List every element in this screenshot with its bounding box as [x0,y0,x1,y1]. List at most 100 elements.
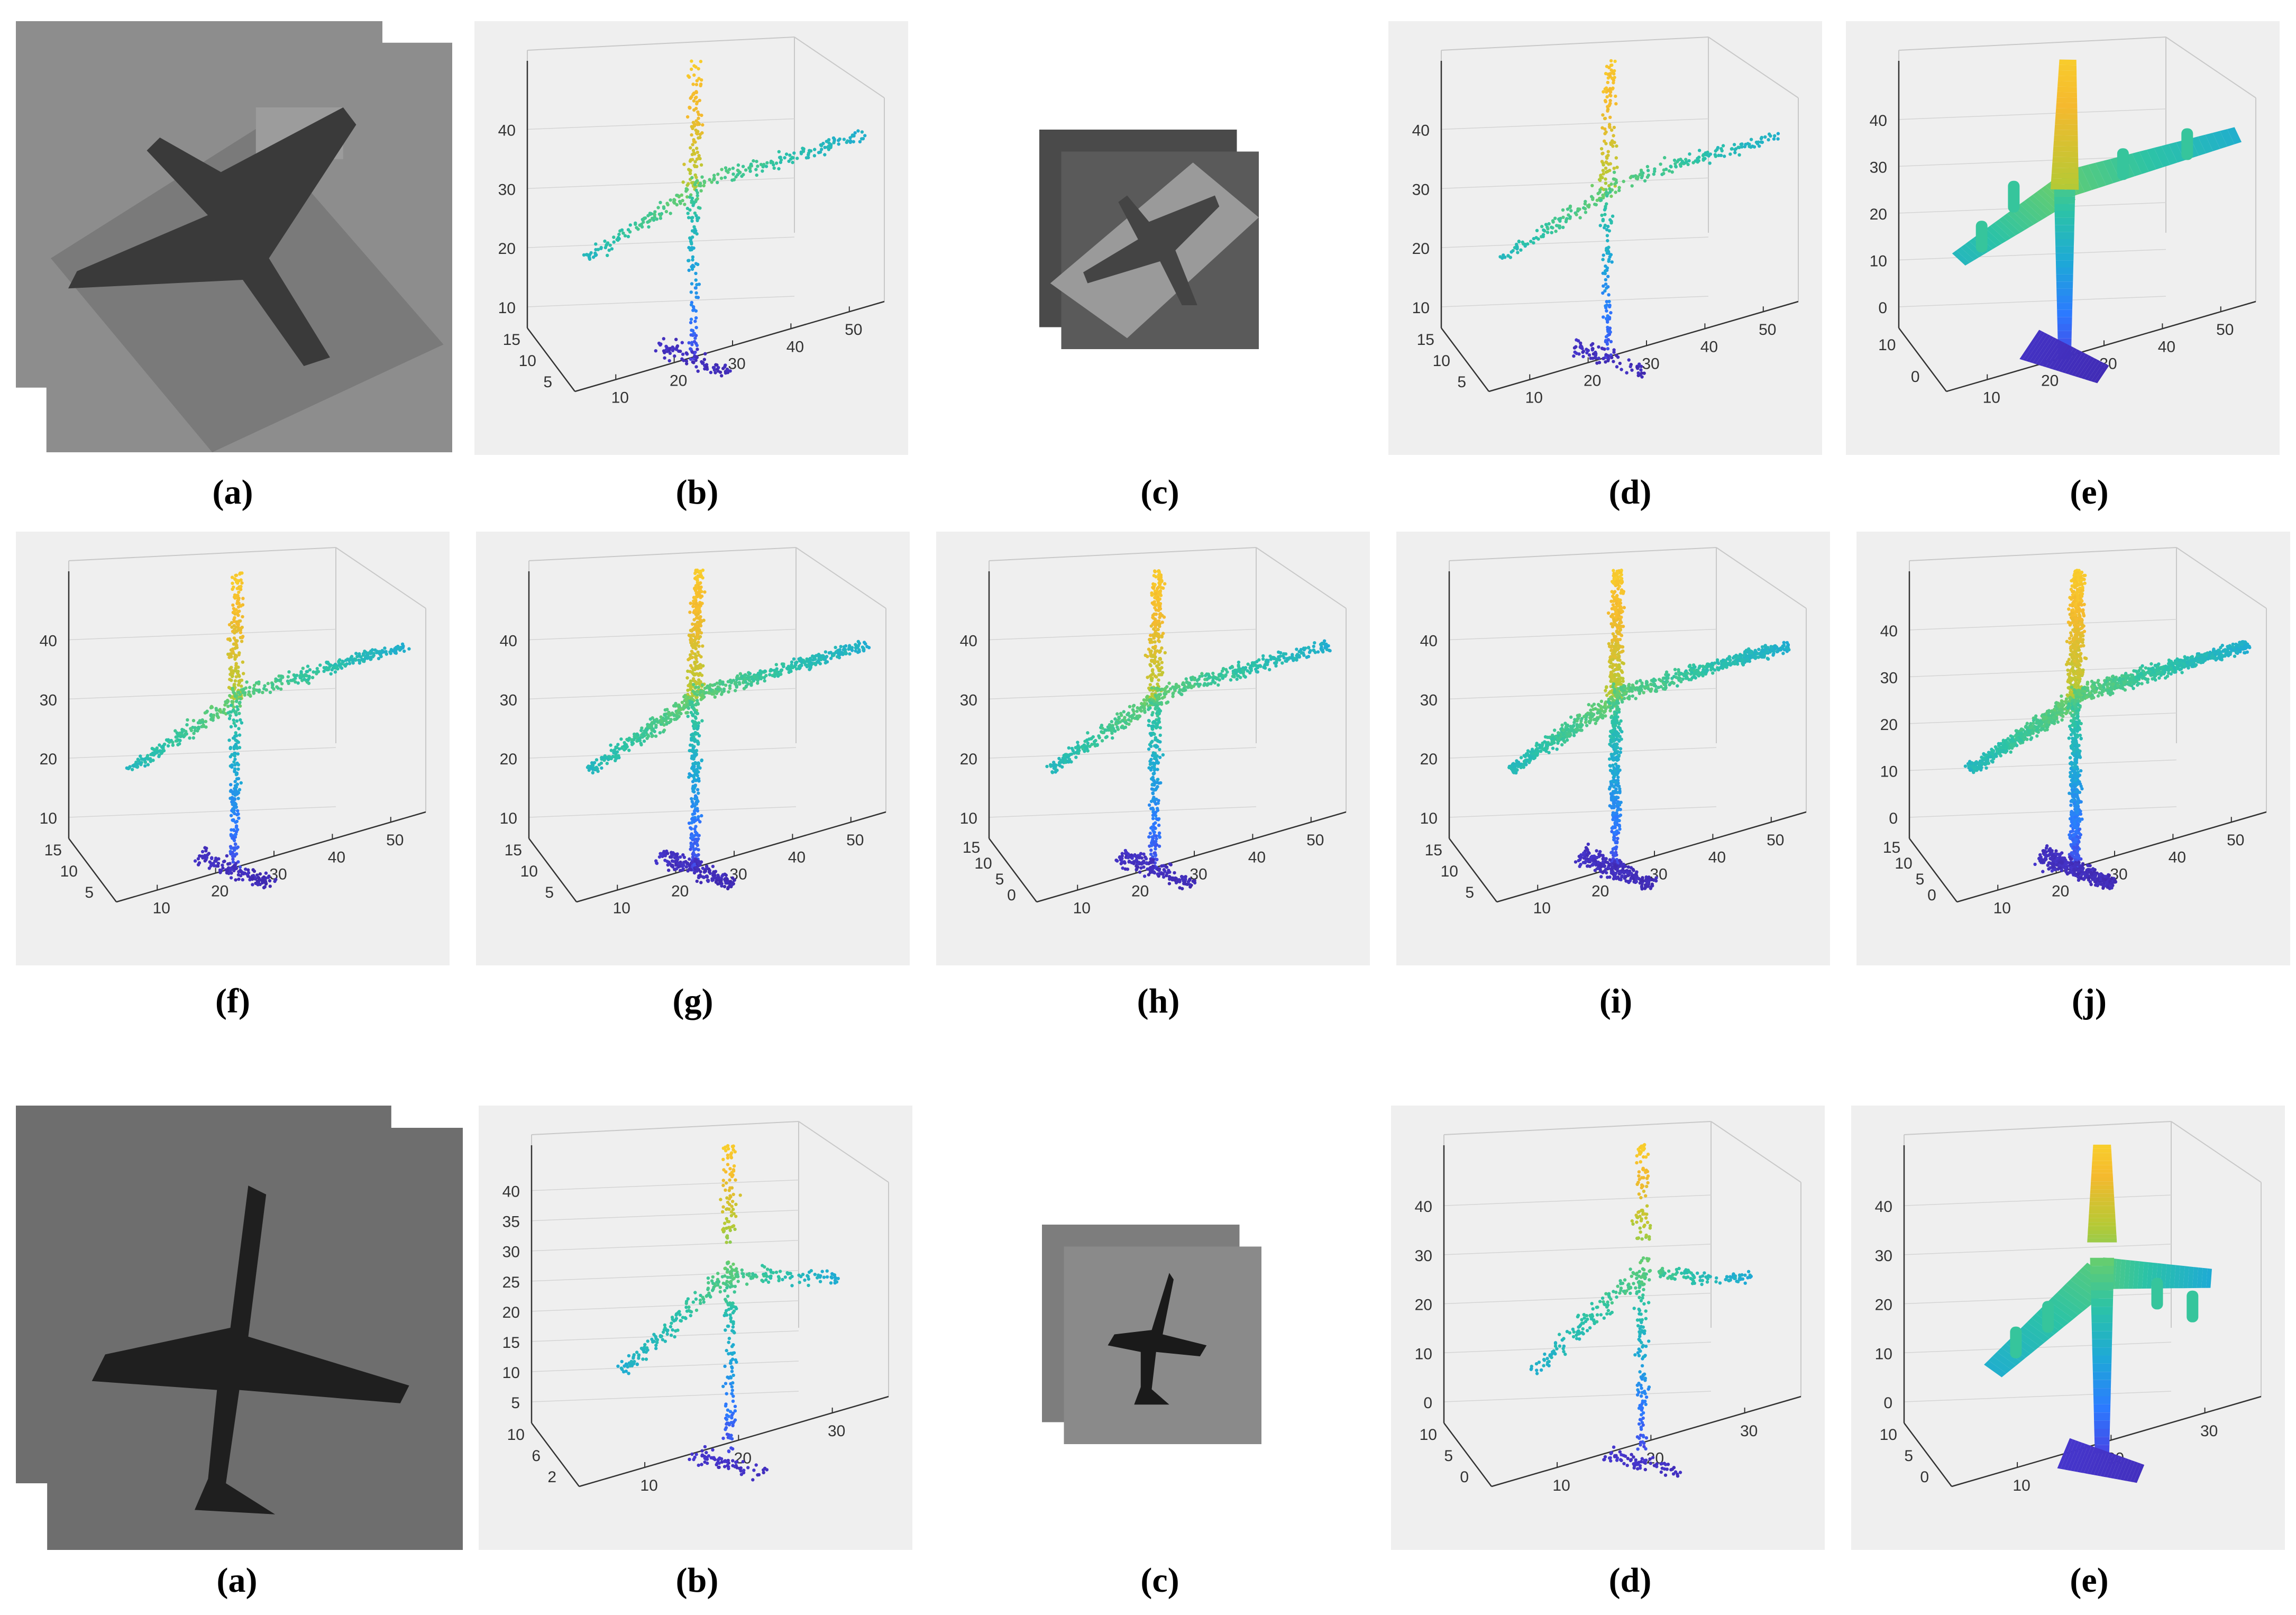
point [690,282,694,286]
point [219,710,223,714]
surface-patch [2054,196,2075,204]
point [1600,213,1604,217]
point [860,130,864,134]
point [693,577,697,580]
point [1149,633,1152,637]
point [1617,682,1621,686]
point [236,670,240,673]
point [215,708,218,712]
y-tick-label: 5 [545,884,554,901]
point [697,837,700,841]
point [188,736,191,740]
point [1595,361,1599,365]
point [694,665,698,670]
point [239,631,243,634]
point [612,235,616,239]
point [226,711,230,715]
point [690,59,693,63]
point [1069,760,1073,764]
point [701,694,705,698]
point [1158,616,1161,619]
z-tick-label: 20 [1412,240,1430,258]
point [1615,582,1619,586]
point [233,595,236,599]
point [1733,151,1737,154]
point [696,631,700,635]
point [1608,162,1612,166]
surface-patch [1956,247,1974,263]
point [687,259,691,262]
point [1606,320,1609,324]
point [1605,685,1608,689]
point [1147,719,1151,723]
point [662,730,665,734]
point [1153,606,1157,610]
point [161,744,165,748]
point [690,303,693,307]
point [692,202,696,205]
point [1615,166,1619,169]
point [718,370,722,374]
point [691,305,696,309]
point [669,198,672,202]
point [322,669,326,673]
point [702,358,706,361]
point [726,680,730,683]
point [700,113,703,117]
point [196,857,200,861]
point [1640,375,1644,379]
point [1050,771,1055,774]
point [695,165,699,168]
point [628,223,632,227]
point [639,222,643,226]
z-tick-label: 40 [1420,632,1438,650]
point [690,821,693,825]
y-tick-label: 15 [1417,331,1434,349]
point [1198,682,1202,686]
point [1603,132,1607,135]
point [693,596,697,600]
point [1696,159,1699,163]
point [669,212,672,215]
point [1640,176,1643,179]
point [1180,692,1184,696]
point [1157,640,1161,643]
point [689,96,692,100]
point [726,368,729,372]
point [811,658,816,662]
point [235,579,239,582]
point [241,597,245,600]
point [1149,841,1154,845]
surface-patch [2054,211,2075,218]
point [1262,665,1266,669]
point [782,662,785,666]
point [234,731,237,735]
point [772,166,776,170]
z-tick-label: 20 [40,751,57,768]
point [680,700,684,705]
point [1148,674,1152,678]
point [708,178,711,181]
x-tick-label: 30 [1642,355,1659,372]
point [1120,852,1124,855]
surface-patch [2161,144,2178,165]
point [1148,683,1152,687]
point [1103,728,1107,732]
point [1157,711,1161,715]
point [234,842,237,846]
point [1077,749,1081,753]
point [1121,866,1124,870]
point [694,295,698,299]
point [236,752,240,756]
point [672,714,676,717]
point [1613,612,1617,616]
point [192,732,196,735]
point [674,337,678,341]
point [1669,165,1672,168]
point [655,861,659,865]
point [233,679,237,683]
point [1152,822,1156,826]
point [176,732,180,736]
point [235,746,239,750]
point [131,764,135,768]
